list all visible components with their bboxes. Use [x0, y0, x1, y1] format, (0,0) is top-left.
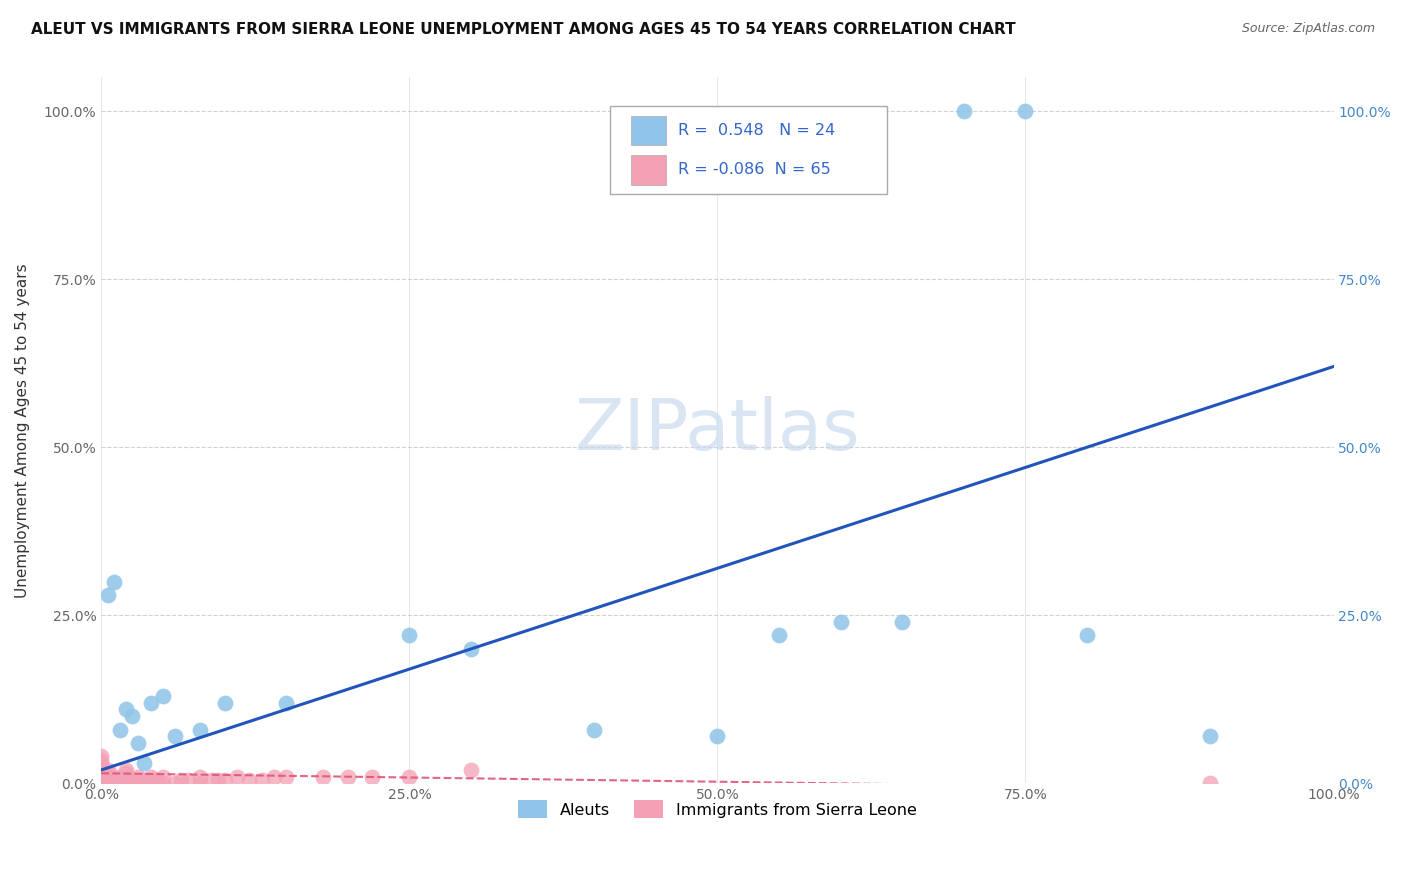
Point [90, 776, 112, 790]
Point [96, 766, 118, 780]
Point [152, 770, 174, 784]
Point [90, 776, 112, 790]
Point [238, 772, 260, 787]
Point [115, 770, 138, 784]
Point [1199, 729, 1222, 743]
Point [96, 770, 118, 784]
Point [361, 770, 384, 784]
Point [90, 763, 112, 777]
Point [134, 756, 156, 771]
Point [188, 723, 211, 737]
Point [90, 772, 112, 787]
Point [953, 104, 976, 119]
Point [90, 772, 112, 787]
Point [176, 772, 198, 787]
Point [214, 772, 236, 787]
Point [103, 574, 125, 589]
Point [225, 770, 247, 784]
Point [115, 776, 138, 790]
Point [115, 766, 138, 780]
Point [139, 772, 162, 787]
Point [90, 776, 112, 790]
Point [188, 770, 211, 784]
Point [165, 729, 187, 743]
Point [263, 770, 285, 784]
Point [127, 736, 149, 750]
Point [90, 776, 112, 790]
Point [115, 702, 138, 716]
Point [90, 776, 112, 790]
Point [1076, 628, 1098, 642]
Point [127, 770, 149, 784]
Point [96, 763, 118, 777]
Point [90, 770, 112, 784]
Point [398, 628, 420, 642]
Text: ZIPatlas: ZIPatlas [575, 396, 860, 465]
Point [115, 763, 138, 777]
Point [891, 615, 914, 629]
Point [152, 776, 174, 790]
Point [96, 776, 118, 790]
Point [152, 689, 174, 703]
Y-axis label: Unemployment Among Ages 45 to 54 years: Unemployment Among Ages 45 to 54 years [15, 263, 30, 598]
Point [398, 770, 420, 784]
Bar [631, 155, 665, 185]
Point [139, 696, 162, 710]
Point [103, 770, 125, 784]
Text: R = -0.086  N = 65: R = -0.086 N = 65 [678, 162, 831, 178]
Point [121, 709, 143, 723]
Point [460, 641, 482, 656]
Point [460, 763, 482, 777]
Bar [631, 116, 665, 145]
Point [90, 776, 112, 790]
Point [139, 776, 162, 790]
FancyBboxPatch shape [610, 105, 887, 194]
Point [90, 759, 112, 773]
Point [96, 772, 118, 787]
Text: R =  0.548   N = 24: R = 0.548 N = 24 [678, 123, 835, 138]
Point [1014, 104, 1036, 119]
Point [188, 776, 211, 790]
Point [139, 770, 162, 784]
Point [583, 723, 606, 737]
Point [134, 772, 156, 787]
Point [108, 772, 131, 787]
Text: Source: ZipAtlas.com: Source: ZipAtlas.com [1241, 22, 1375, 36]
Point [90, 766, 112, 780]
Point [103, 772, 125, 787]
Point [768, 628, 790, 642]
Point [90, 749, 112, 764]
Text: ALEUT VS IMMIGRANTS FROM SIERRA LEONE UNEMPLOYMENT AMONG AGES 45 TO 54 YEARS COR: ALEUT VS IMMIGRANTS FROM SIERRA LEONE UN… [31, 22, 1015, 37]
Point [108, 723, 131, 737]
Point [146, 772, 169, 787]
Point [830, 615, 852, 629]
Point [276, 696, 298, 710]
Point [201, 772, 224, 787]
Point [250, 772, 273, 787]
Point [165, 776, 187, 790]
Point [706, 729, 728, 743]
Point [1199, 776, 1222, 790]
Point [98, 772, 121, 787]
Point [312, 770, 335, 784]
Point [96, 776, 118, 790]
Point [336, 770, 359, 784]
Point [90, 776, 112, 790]
Point [90, 776, 112, 790]
Point [214, 696, 236, 710]
Point [207, 772, 229, 787]
Point [170, 772, 193, 787]
Point [103, 776, 125, 790]
Point [96, 588, 118, 602]
Point [100, 770, 122, 784]
Point [90, 756, 112, 771]
Point [276, 770, 298, 784]
Point [127, 776, 149, 790]
Point [108, 770, 131, 784]
Point [90, 753, 112, 767]
Point [121, 772, 143, 787]
Point [90, 770, 112, 784]
Legend: Aleuts, Immigrants from Sierra Leone: Aleuts, Immigrants from Sierra Leone [512, 794, 922, 825]
Point [115, 772, 138, 787]
